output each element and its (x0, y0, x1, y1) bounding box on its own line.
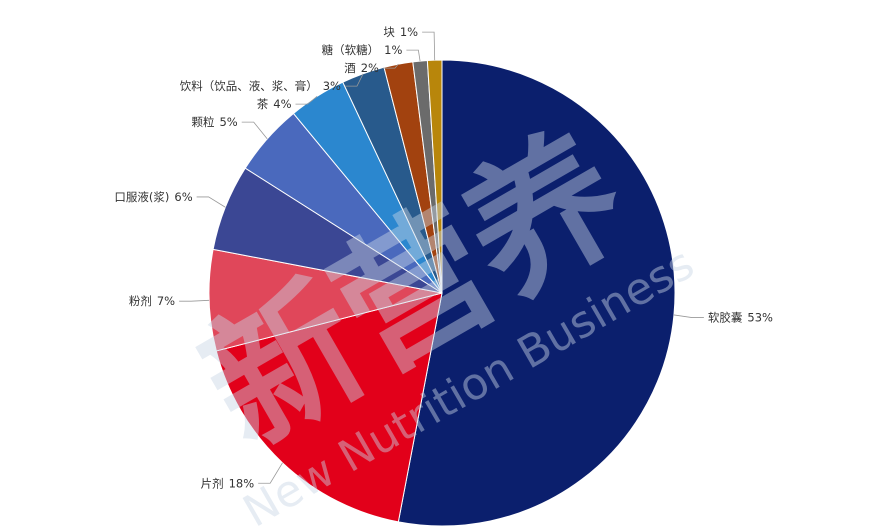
leader-line (406, 49, 421, 62)
category-label: 饮料（饮品、液、浆、膏） (180, 79, 318, 93)
leader-line (179, 299, 210, 302)
category-label: 酒 (344, 61, 356, 75)
category-label: 粉剂 (129, 294, 152, 308)
category-label: 片剂 (201, 476, 224, 490)
value-label: 1% (400, 25, 418, 39)
data-label: 饮料（饮品、液、浆、膏） 3% (180, 79, 341, 93)
slices (208, 59, 676, 527)
pie-slice (208, 248, 443, 352)
category-label: 茶 (257, 97, 269, 111)
leader-line (241, 121, 268, 140)
value-label: 4% (273, 97, 291, 111)
category-label: 块 (383, 25, 395, 39)
leader-line (258, 462, 283, 484)
pie-slice (215, 292, 443, 523)
data-label: 粉剂 7% (129, 294, 175, 308)
data-label: 软胶囊 53% (708, 310, 773, 324)
value-label: 1% (384, 43, 402, 57)
value-label: 18% (229, 476, 255, 490)
leader-line (382, 63, 399, 69)
leader-line (344, 73, 364, 87)
leader-line (196, 196, 226, 208)
pie-slice (426, 59, 443, 294)
data-label: 颗粒 5% (191, 115, 237, 129)
category-label: 软胶囊 (708, 310, 743, 324)
data-label: 口服液(浆) 6% (114, 189, 192, 203)
value-label: 6% (174, 189, 192, 203)
leader-line (673, 314, 704, 318)
data-label: 块 1% (383, 25, 418, 39)
leader-line (422, 31, 436, 61)
pie-slice (397, 59, 676, 527)
category-label: 糖（软糖） (322, 43, 380, 57)
value-label: 7% (157, 294, 175, 308)
data-label: 片剂 18% (201, 476, 255, 490)
leader-line (295, 95, 318, 105)
category-label: 颗粒 (191, 115, 214, 129)
value-label: 5% (219, 115, 237, 129)
value-label: 2% (361, 61, 379, 75)
category-label: 口服液(浆) (114, 189, 169, 203)
data-label: 茶 4% (257, 97, 292, 111)
data-label: 酒 2% (344, 61, 379, 75)
value-label: 53% (747, 310, 773, 324)
data-label: 糖（软糖） 1% (322, 43, 403, 57)
value-label: 3% (323, 79, 341, 93)
